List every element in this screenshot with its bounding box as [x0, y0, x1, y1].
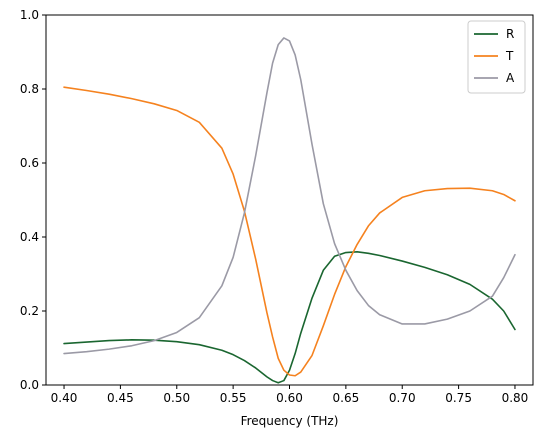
y-tick-label: 0.0: [20, 378, 39, 392]
legend-label-A: A: [506, 71, 515, 85]
y-axis-ticks: 0.0 0.2 0.4 0.6 0.8 1.0: [20, 8, 46, 392]
x-axis-label: Frequency (THz): [241, 414, 339, 428]
x-tick-label: 0.45: [107, 391, 134, 405]
plot-lines: [63, 37, 516, 384]
x-axis-ticks: 0.40 0.45 0.50 0.55 0.60 0.65 0.70 0.75 0.80: [51, 385, 529, 405]
legend: RTA: [467, 20, 526, 94]
y-tick-label: 0.4: [20, 230, 39, 244]
series-line-T: [63, 86, 516, 377]
x-tick-label: 0.40: [51, 391, 78, 405]
x-tick-label: 0.80: [502, 391, 529, 405]
y-tick-label: 1.0: [20, 8, 39, 22]
series-line-A: [63, 37, 516, 355]
y-tick-label: 0.2: [20, 304, 39, 318]
series-line-R: [63, 251, 516, 384]
x-tick-label: 0.65: [333, 391, 360, 405]
legend-box: [467, 20, 526, 94]
x-tick-label: 0.60: [276, 391, 303, 405]
y-tick-label: 0.6: [20, 156, 39, 170]
x-tick-label: 0.75: [445, 391, 472, 405]
legend-label-R: R: [506, 27, 514, 41]
plot-frame: [45, 14, 534, 386]
legend-label-T: T: [505, 49, 514, 63]
x-tick-label: 0.70: [389, 391, 416, 405]
x-tick-label: 0.55: [220, 391, 247, 405]
y-tick-label: 0.8: [20, 82, 39, 96]
x-tick-label: 0.50: [163, 391, 190, 405]
